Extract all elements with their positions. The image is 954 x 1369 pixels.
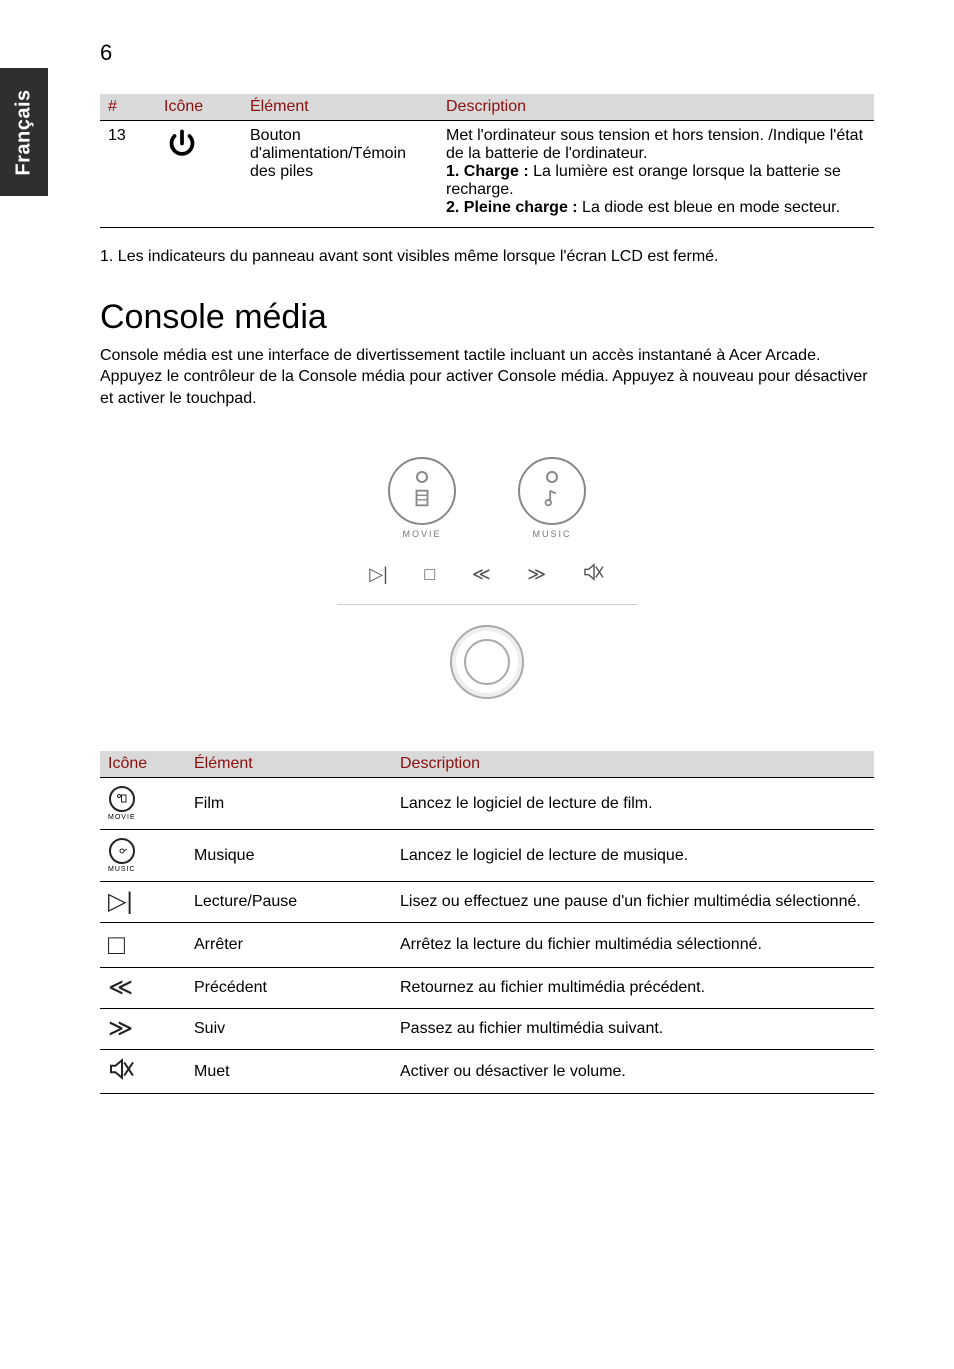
pad-ring-icon (450, 625, 524, 699)
table-row: MOVIE Film Lancez le logiciel de lecture… (100, 778, 874, 830)
icon-cell (100, 1050, 186, 1094)
spec-desc-2-label: 2. Pleine charge : (446, 199, 578, 216)
description-cell: Passez au fichier multimédia suivant. (392, 1009, 874, 1050)
spec-element: Bouton d'alimentation/Témoin des piles (242, 121, 438, 228)
spec-desc-intro: Met l'ordinateur sous tension et hors te… (446, 127, 863, 162)
header-num: # (100, 94, 156, 121)
mute-icon (108, 1059, 136, 1086)
music-big-icon (518, 457, 586, 525)
music-button-group: MUSIC (518, 457, 586, 539)
prev-icon: ≪ (108, 974, 133, 1001)
table-row: □ Arrêter Arrêtez la lecture du fichier … (100, 923, 874, 968)
icon-cell: ≪ (100, 968, 186, 1009)
description-cell: Activer ou désactiver le volume. (392, 1050, 874, 1094)
table-row: ▷| Lecture/Pause Lisez ou effectuez une … (100, 882, 874, 923)
media-figure: MOVIE MUSIC ▷| □ ≪ (100, 439, 874, 723)
icon-cell: ▷| (100, 882, 186, 923)
description-cell: Arrêtez la lecture du fichier multimédia… (392, 923, 874, 968)
footnote: 1. Les indicateurs du panneau avant sont… (100, 246, 874, 268)
icon-cell: MUSIC (100, 830, 186, 882)
music-icon: MUSIC (108, 838, 136, 873)
film-icon: MOVIE (108, 786, 136, 821)
language-tab-label: Français (13, 89, 36, 175)
section-intro: Console média est une interface de diver… (100, 345, 874, 410)
element-cell: Lecture/Pause (186, 882, 392, 923)
power-icon (164, 150, 200, 167)
element-cell: Muet (186, 1050, 392, 1094)
page: Français 6 # Icône Élément Description 1… (0, 0, 954, 1369)
description-cell: Lisez ou effectuez une pause d'un fichie… (392, 882, 874, 923)
table-row: Muet Activer ou désactiver le volume. (100, 1050, 874, 1094)
table-row: ≪ Précédent Retournez au fichier multimé… (100, 968, 874, 1009)
header-element: Élément (242, 94, 438, 121)
icons-header-element: Élément (186, 751, 392, 778)
header-icon: Icône (156, 94, 242, 121)
icons-header-description: Description (392, 751, 874, 778)
spec-icon-cell (156, 121, 242, 228)
table-row: MUSIC Musique Lancez le logiciel de lect… (100, 830, 874, 882)
spec-table: # Icône Élément Description 13 Bouton d' (100, 94, 874, 228)
icons-table: Icône Élément Description MOVIE Film Lan… (100, 751, 874, 1094)
play-pause-icon: ▷| (369, 564, 388, 585)
table-row: ≫ Suiv Passez au fichier multimédia suiv… (100, 1009, 874, 1050)
description-cell: Lancez le logiciel de lecture de musique… (392, 830, 874, 882)
page-number: 6 (100, 40, 874, 66)
spec-num: 13 (100, 121, 156, 228)
description-cell: Lancez le logiciel de lecture de film. (392, 778, 874, 830)
media-top-row: MOVIE MUSIC (337, 439, 637, 549)
stop-icon: □ (108, 929, 125, 960)
header-description: Description (438, 94, 874, 121)
icon-cell: MOVIE (100, 778, 186, 830)
icon-cell: □ (100, 923, 186, 968)
movie-big-icon (388, 457, 456, 525)
media-controls-row: ▷| □ ≪ ≫ (337, 549, 637, 605)
next-icon: ≫ (108, 1015, 133, 1042)
spec-desc-1-label: 1. Charge : (446, 163, 529, 180)
language-tab: Français (0, 68, 48, 196)
spec-header-row: # Icône Élément Description (100, 94, 874, 121)
prev-icon: ≪ (472, 564, 491, 585)
pad-inner-icon (464, 639, 510, 685)
spec-description: Met l'ordinateur sous tension et hors te… (438, 121, 874, 228)
element-cell: Film (186, 778, 392, 830)
media-box: MOVIE MUSIC ▷| □ ≪ (337, 439, 637, 723)
music-tiny-label: MUSIC (108, 866, 136, 873)
section-title: Console média (100, 298, 874, 337)
film-tiny-label: MOVIE (108, 814, 136, 821)
element-cell: Arrêter (186, 923, 392, 968)
music-label: MUSIC (518, 529, 586, 539)
spec-desc-2-text: La diode est bleue en mode secteur. (578, 199, 840, 216)
play-pause-icon: ▷| (108, 888, 133, 915)
icons-header-icon: Icône (100, 751, 186, 778)
element-cell: Précédent (186, 968, 392, 1009)
element-cell: Musique (186, 830, 392, 882)
next-icon: ≫ (527, 564, 546, 585)
music-note-icon (541, 487, 563, 509)
icons-header-row: Icône Élément Description (100, 751, 874, 778)
element-cell: Suiv (186, 1009, 392, 1050)
music-dot-icon (546, 471, 558, 483)
mute-icon (583, 563, 605, 586)
media-pad (337, 605, 637, 723)
movie-button-group: MOVIE (388, 457, 456, 539)
description-cell: Retournez au fichier multimédia précéden… (392, 968, 874, 1009)
spec-row: 13 Bouton d'alimentation/Témoin des pile… (100, 121, 874, 228)
stop-icon: □ (424, 564, 435, 585)
icon-cell: ≫ (100, 1009, 186, 1050)
movie-label: MOVIE (388, 529, 456, 539)
film-strip-icon (411, 487, 433, 509)
movie-dot-icon (416, 471, 428, 483)
